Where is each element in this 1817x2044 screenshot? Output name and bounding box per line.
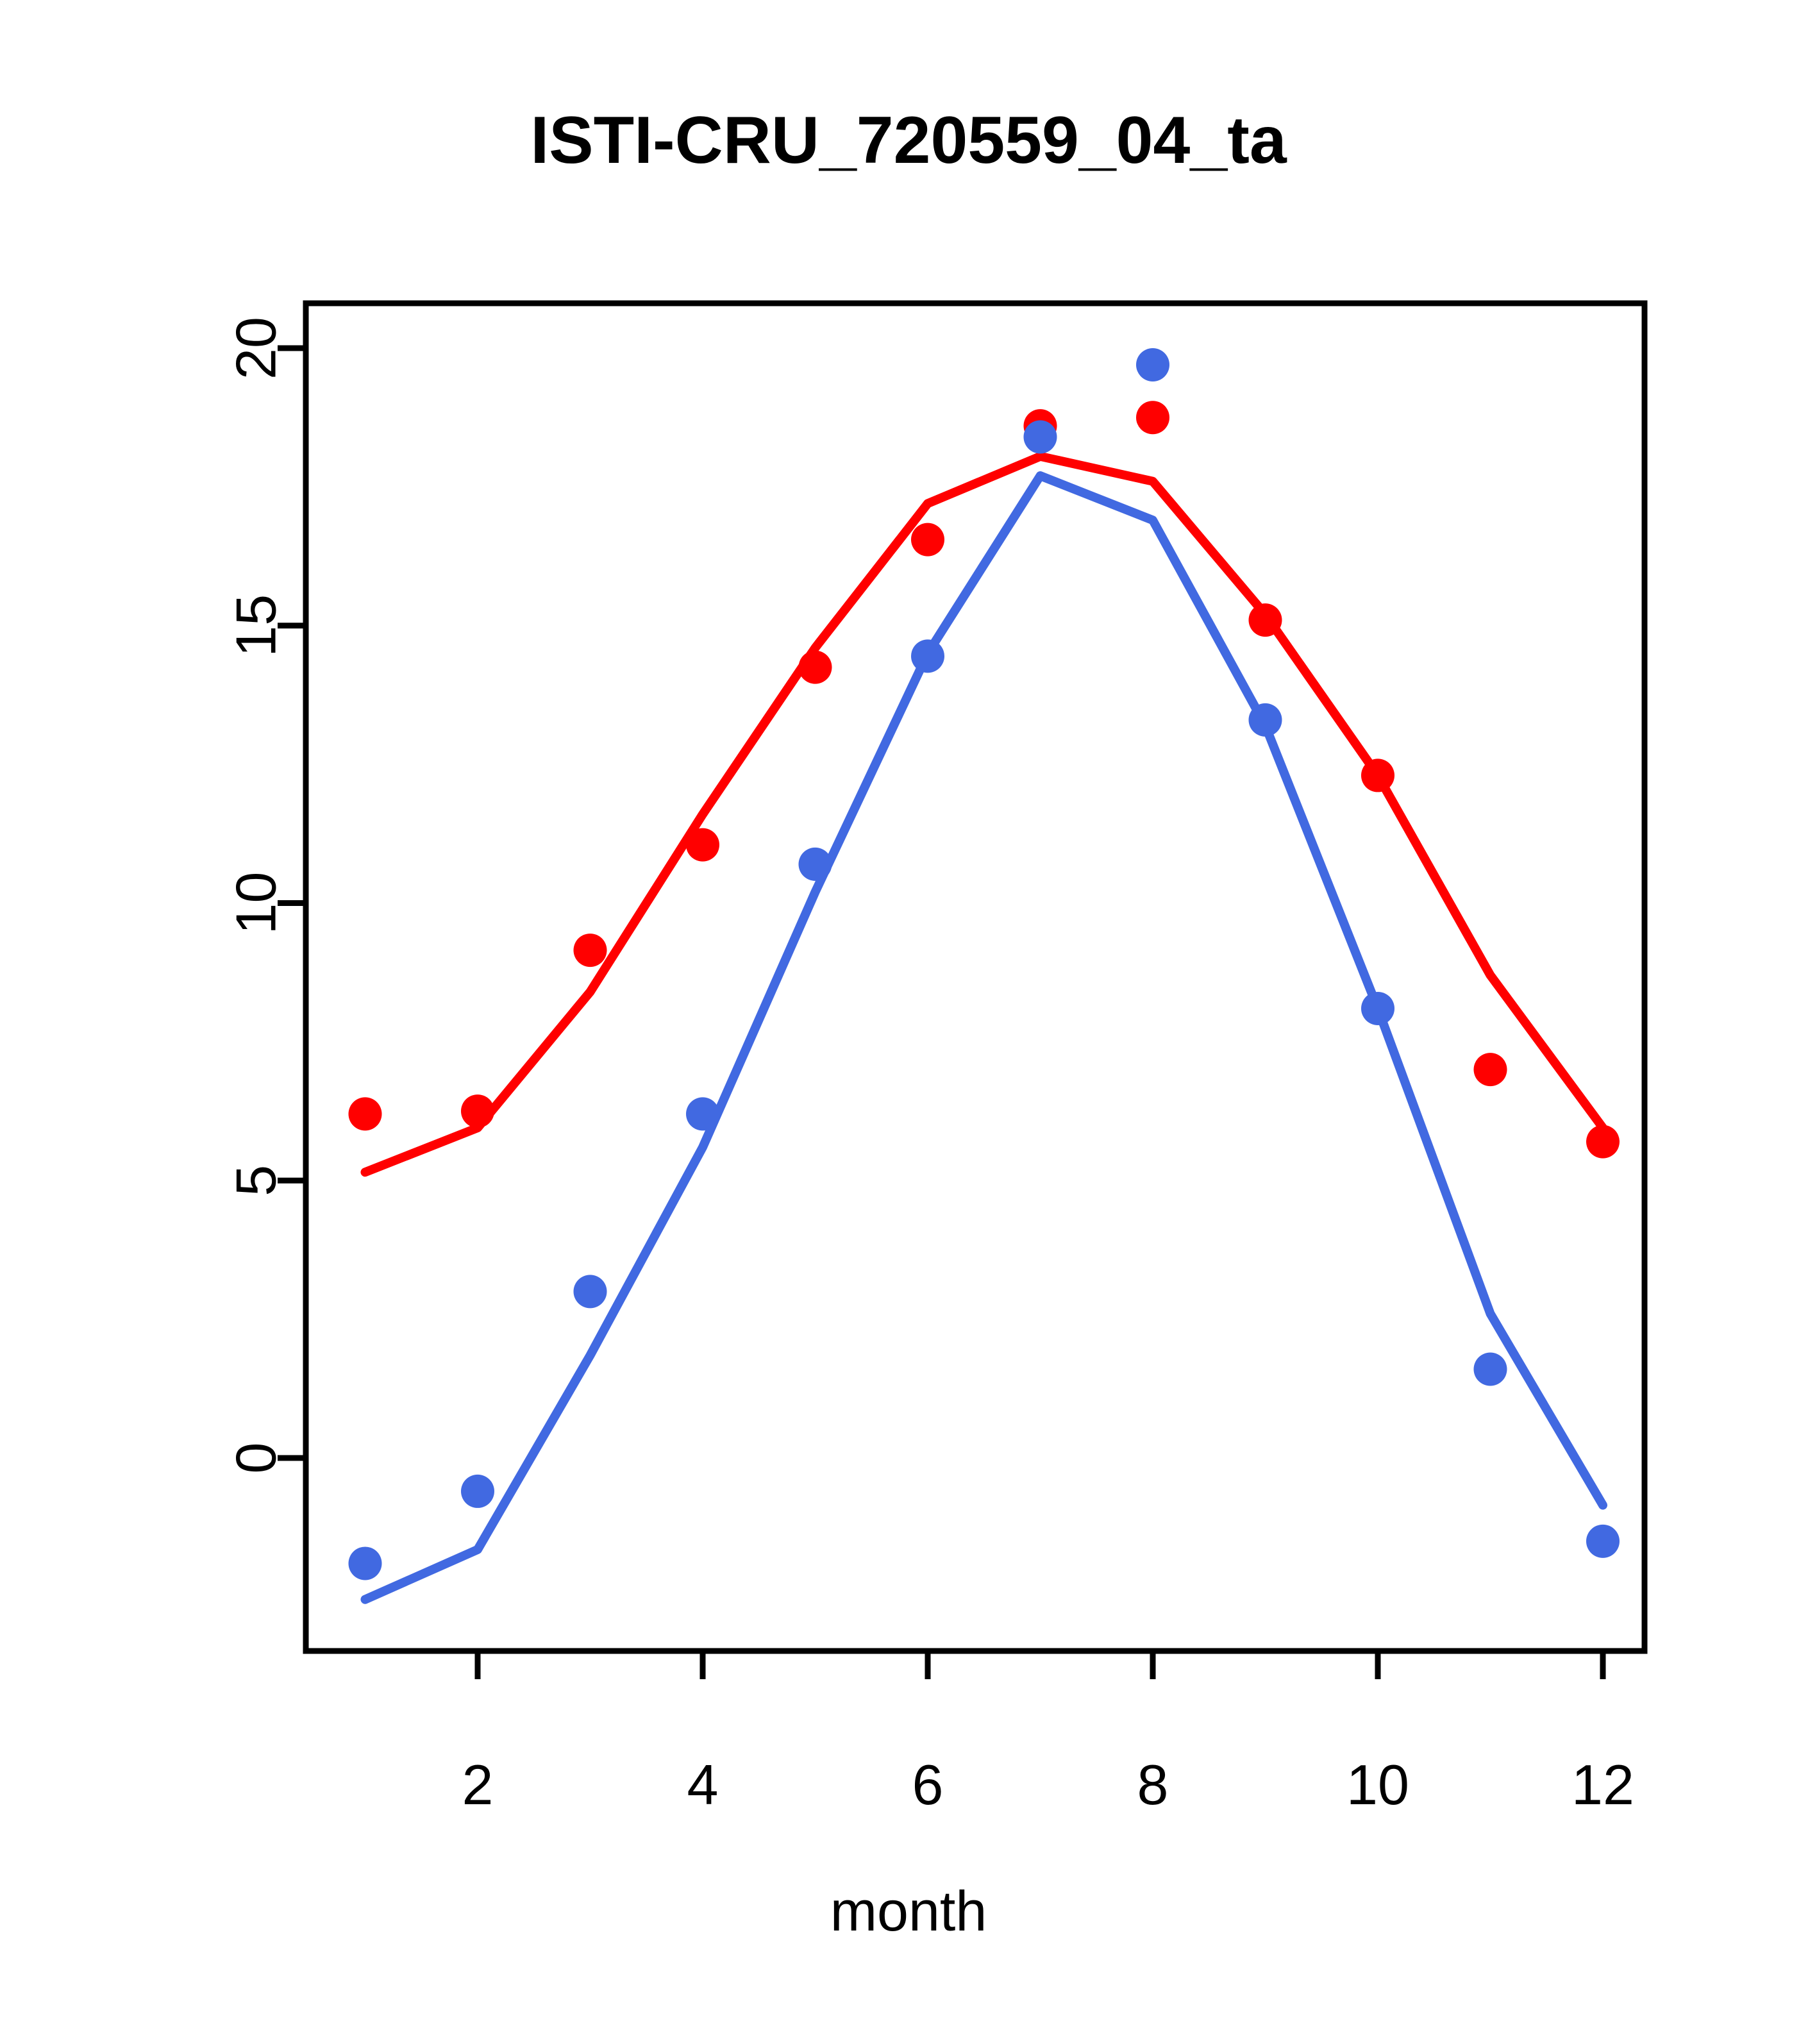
data-point-red-points (1586, 1125, 1620, 1159)
data-point-red-points (461, 1094, 494, 1128)
series-line-red-line (360, 451, 1607, 1177)
data-point-red-points (348, 1097, 382, 1131)
x-axis-tick-label: 6 (912, 1753, 944, 1816)
data-point-blue-points (686, 1097, 719, 1131)
x-axis-tick-label: 2 (462, 1753, 494, 1816)
data-point-red-points (1248, 603, 1282, 637)
x-axis-label: month (830, 1879, 987, 1943)
data-point-blue-points (1473, 1352, 1507, 1386)
data-point-blue-points (1361, 991, 1394, 1025)
plot-box (303, 300, 1648, 1654)
y-axis-tick-label: 10 (224, 872, 288, 935)
data-point-red-points (911, 523, 944, 557)
data-point-blue-points (911, 639, 944, 673)
y-axis-tick-label: 5 (224, 1165, 288, 1196)
y-axis-tick-label: 0 (224, 1443, 288, 1474)
x-axis-tick-label: 4 (687, 1753, 719, 1816)
data-point-red-points (1136, 401, 1169, 435)
data-point-blue-points (1586, 1524, 1620, 1558)
data-point-blue-points (461, 1474, 494, 1508)
data-point-blue-points (1248, 703, 1282, 737)
x-axis-tick-label: 12 (1571, 1753, 1634, 1816)
data-point-blue-points (798, 847, 832, 881)
data-point-blue-points (573, 1275, 607, 1309)
series-line-blue-line (360, 471, 1607, 1604)
axis-layer (278, 300, 1648, 1679)
x-axis-tick-label: 10 (1346, 1753, 1409, 1816)
data-point-red-points (573, 934, 607, 968)
data-point-red-points (798, 650, 832, 684)
tick-label-layer: 0 5 10 15 20 2 4 6 8 10 12 (224, 317, 1634, 1816)
y-axis-tick-label: 20 (224, 317, 288, 380)
y-axis-tick-label: 15 (224, 594, 288, 657)
data-point-red-points (1361, 758, 1394, 792)
x-axis-tick-label: 8 (1137, 1753, 1169, 1816)
data-point-blue-points (348, 1546, 382, 1580)
data-point-blue-points (1023, 420, 1057, 454)
page-title: ISTI-CRU_720559_04_ta (530, 103, 1287, 178)
data-point-red-points (686, 828, 719, 862)
data-point-blue-points (1136, 348, 1169, 381)
series-layer (348, 348, 1620, 1604)
data-point-red-points (1473, 1053, 1507, 1087)
